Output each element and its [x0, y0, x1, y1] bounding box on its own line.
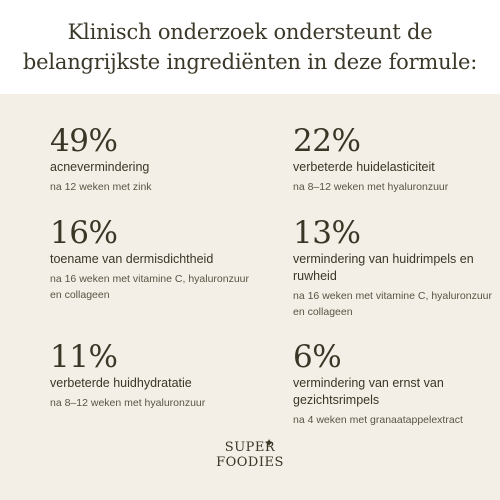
stat-hydration: 11% verbeterde huidhydratatie na 8–12 we… — [50, 340, 250, 411]
stat-dermis-density: 16% toename van dermisdichtheid na 16 we… — [50, 216, 250, 303]
stat-facial-wrinkles: 6% vermindering van ernst van gezichtsri… — [293, 340, 493, 428]
stat-acne: 49% acnevermindering na 12 weken met zin… — [50, 124, 250, 195]
brand-logo: SUPER FOODIES ✦ — [200, 436, 300, 480]
stat-label: acnevermindering — [50, 160, 150, 174]
logo-line-1: SUPER — [224, 440, 276, 455]
stat-note: na 16 weken met vitamine C, hyaluronzuur… — [50, 273, 250, 301]
sparkle-star-icon: ✦ — [264, 436, 275, 450]
stat-note: na 8–12 weken met hyaluronzuur — [293, 181, 449, 193]
stat-value: 49% — [50, 123, 118, 159]
stat-value: 22% — [293, 123, 361, 159]
stat-label: vermindering van ernst van gezichtsrimpe… — [293, 376, 444, 407]
stat-label: verbeterde huidhydratatie — [50, 376, 192, 390]
stat-label: verbeterde huidelasticiteit — [293, 160, 435, 174]
stat-wrinkles-roughness: 13% vermindering van huidrimpels en ruwh… — [293, 216, 493, 320]
stat-note: na 8–12 weken met hyaluronzuur — [50, 397, 206, 409]
stat-elasticity: 22% verbeterde huidelasticiteit na 8–12 … — [293, 124, 493, 195]
stat-value: 6% — [293, 339, 342, 375]
page-title: Klinisch onderzoek ondersteunt de belang… — [22, 20, 478, 74]
stat-value: 13% — [293, 215, 361, 251]
stat-label: toename van dermisdichtheid — [50, 252, 214, 266]
logo-line-2: FOODIES — [216, 455, 284, 470]
stat-value: 16% — [50, 215, 118, 251]
stat-note: na 4 weken met granaatappelextract — [293, 414, 463, 426]
stat-note: na 12 weken met zink — [50, 181, 152, 193]
stat-label: vermindering van huidrimpels en ruwheid — [293, 252, 474, 283]
header: Klinisch onderzoek ondersteunt de belang… — [0, 0, 500, 94]
stat-value: 11% — [50, 339, 118, 375]
stat-note: na 16 weken met vitamine C, hyaluronzuur… — [293, 290, 493, 318]
